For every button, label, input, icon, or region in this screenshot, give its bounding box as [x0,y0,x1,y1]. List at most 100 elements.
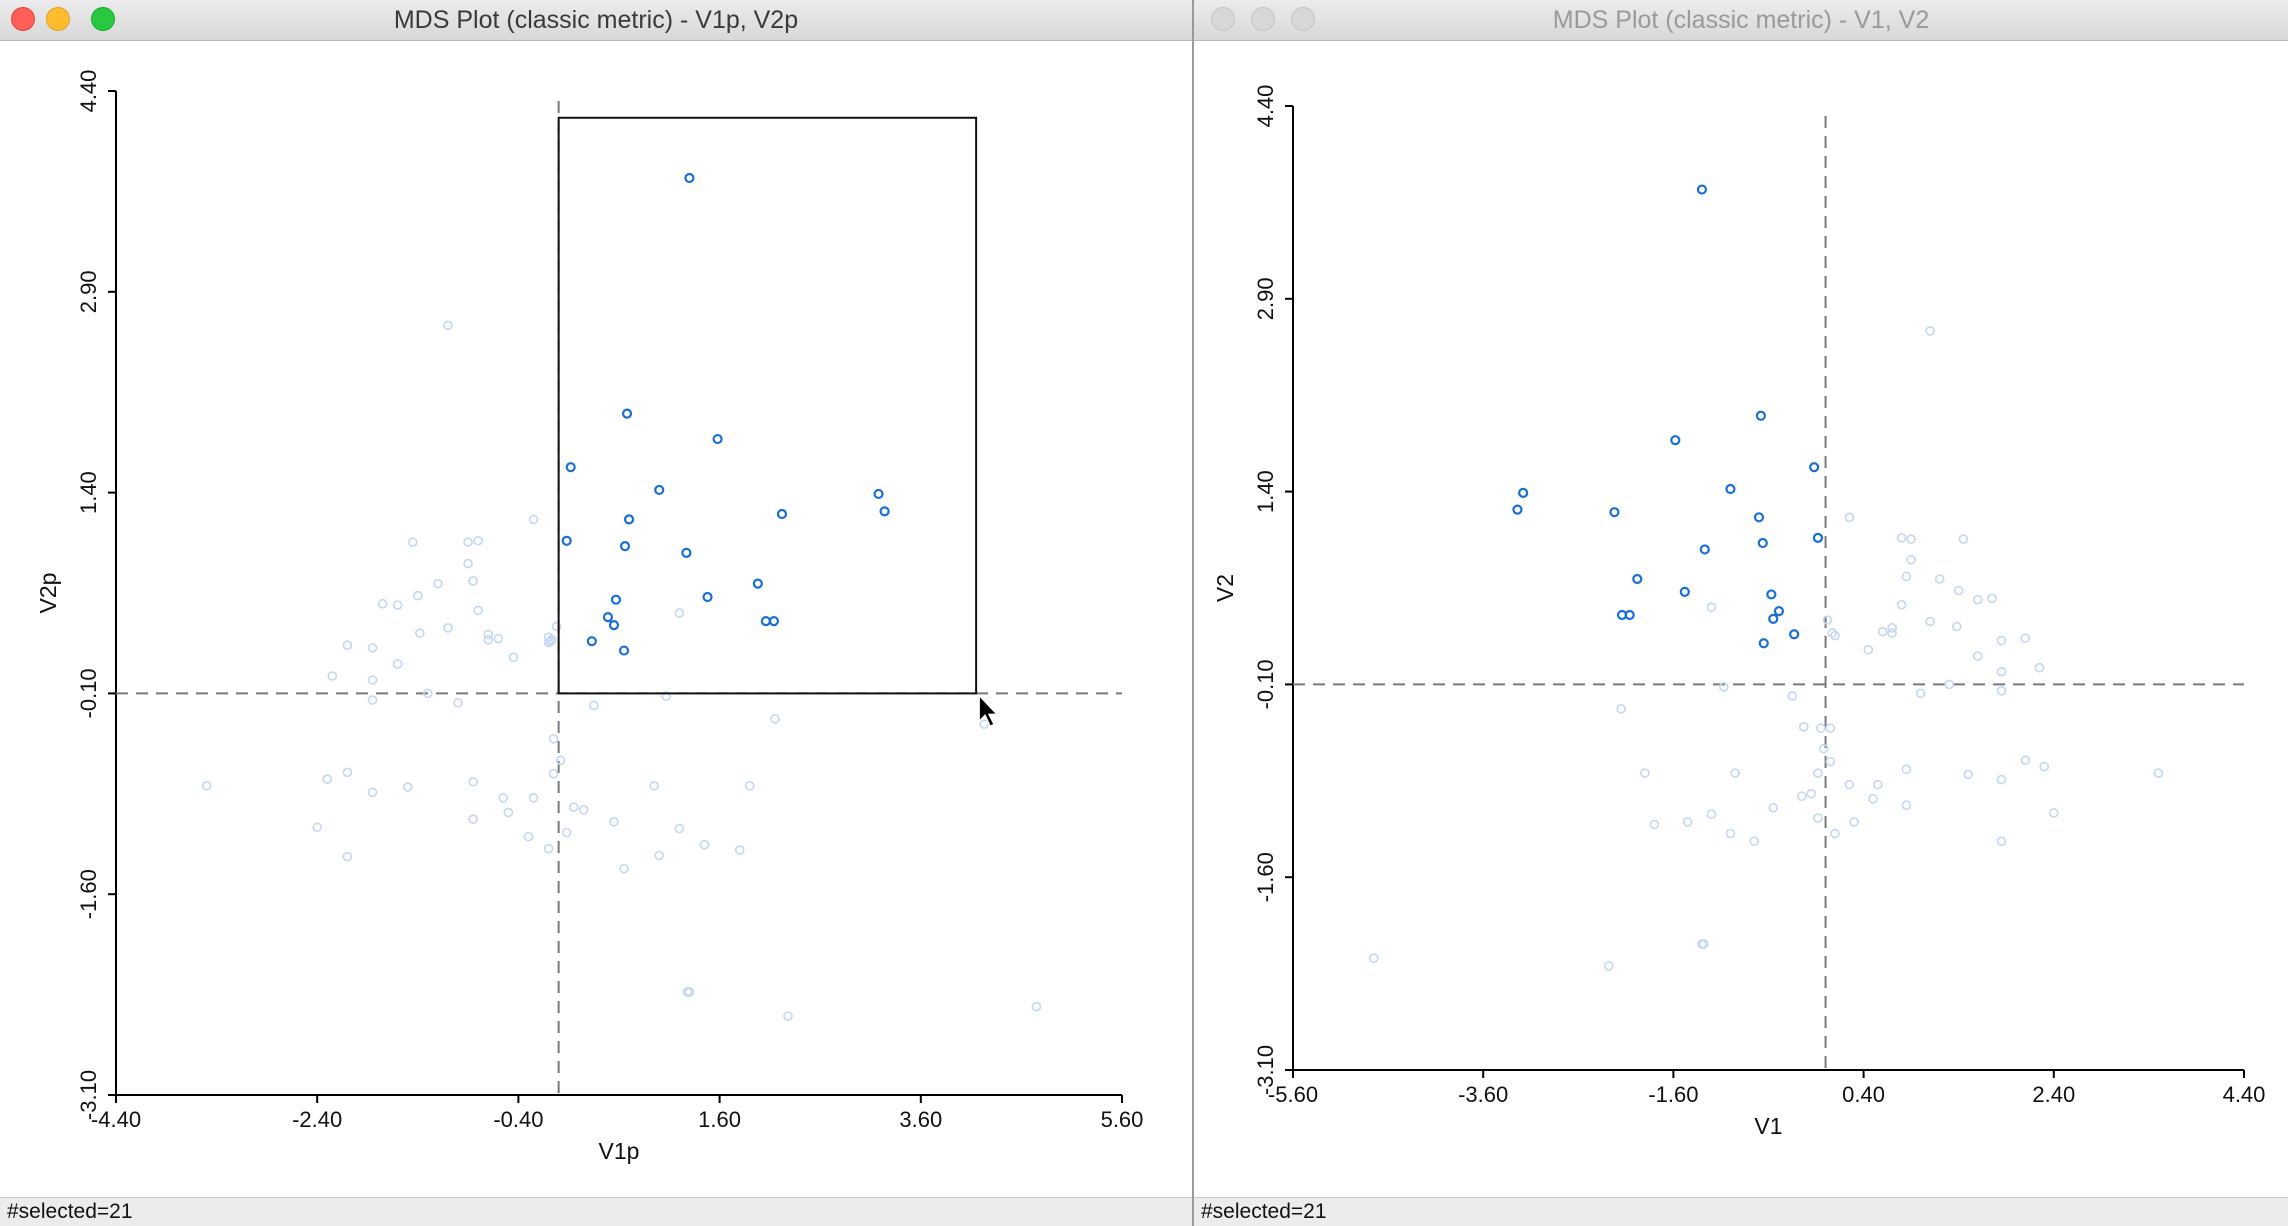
close-icon[interactable] [11,7,35,31]
unselected-point [578,805,589,815]
unselected-point [1640,768,1650,778]
unselected-point [1796,791,1807,802]
y-tick-label: 1.40 [76,471,101,514]
selected-point [1773,606,1785,617]
selected-point [1758,638,1769,649]
x-axis-label: V1p [599,1138,640,1164]
unselected-point [609,817,619,827]
scatter-plot-right[interactable]: -5.60 -3.60 -1.60 0.40 2.40 4.40 -3.10 -1.60 -0.… [1194,41,2288,1198]
unselected-point [1996,836,2007,847]
unselected-point [473,605,483,616]
selected-point [702,591,713,603]
unselected-point [1925,326,1935,336]
selected-point [654,484,665,496]
unselected-point [568,802,579,812]
unselected-point [1901,800,1912,811]
unselected-point [1868,793,1878,804]
unselected-point [201,780,212,791]
unselected-point [412,590,423,601]
unselected-point [483,629,494,640]
minimize-icon[interactable] [46,7,70,31]
selected-point [1679,586,1690,597]
unselected-point [1719,682,1729,692]
selected-point [1755,410,1766,421]
unselected-point [367,675,378,685]
unselected-point [661,691,672,701]
right-titlebar[interactable]: MDS Plot (classic metric) - V1, V2 [1194,0,2288,41]
unselected-point [1813,813,1823,823]
unselected-point [463,537,473,547]
selected-point [1768,613,1779,624]
selected-point [610,594,622,605]
selected-point [1812,532,1824,543]
zoom-icon[interactable] [91,7,115,31]
y-tick-label: 4.40 [76,70,101,113]
unselected-point [551,621,562,632]
unselected-point [468,814,478,825]
unselected-point [423,688,433,699]
unselected-point [1996,686,2007,696]
unselected-point [392,659,403,669]
x-tick-label: 0.40 [1842,1082,1885,1107]
unselected-point [2034,662,2045,673]
unselected-point [1972,651,1983,661]
selected-point [602,611,614,623]
x-tick-label: 2.40 [2032,1082,2075,1107]
selected-point [1757,537,1768,549]
unselected-point [402,782,413,792]
unselected-point [392,600,403,610]
unselected-point [407,537,418,547]
selected-point [760,616,771,627]
unselected-point [1901,764,1912,775]
x-tick-label: -3.60 [1458,1082,1508,1107]
y-tick-label: -3.10 [76,1070,101,1120]
zoom-icon[interactable] [1291,7,1315,31]
unselected-point [734,845,745,855]
selected-point [1789,629,1800,640]
x-tick-label: 5.60 [1101,1107,1144,1132]
unselected-point [1896,533,1907,543]
unselected-point [589,700,599,711]
unselected-point [1934,574,1945,584]
unselected-point [979,719,989,729]
unselected-point [498,793,509,803]
selected-point [776,508,788,520]
left-titlebar[interactable]: MDS Plot (classic metric) - V1p, V2p [0,0,1192,41]
selected-point [1609,507,1620,518]
y-tick-label: -1.60 [1253,852,1278,902]
scatter-plot-left[interactable]: -4.40 -2.40 -0.40 1.60 3.60 5.60 -3.10 -1.60 -0.… [0,41,1192,1198]
unselected-point [2048,808,2059,818]
unselected-point [543,637,554,648]
y-tick-label: 2.90 [76,270,101,313]
unselected-point [1996,666,2007,677]
selected-point [619,541,631,552]
y-tick-label: 2.90 [1253,277,1278,320]
selected-point [565,462,576,473]
right-plot-window: MDS Plot (classic metric) - V1, V2 -5.60… [1194,0,2288,1226]
minimize-icon[interactable] [1251,7,1275,31]
unselected-point [1697,939,1707,949]
unselected-point [1649,819,1660,830]
selected-point [1753,512,1765,523]
unselected-point [483,635,494,645]
unselected-point [2039,761,2050,772]
selected-point [684,172,695,184]
selected-point [879,506,890,517]
window-title: MDS Plot (classic metric) - V1, V2 [1552,6,1930,34]
mouse-cursor-icon [978,693,999,728]
unselected-point [1863,644,1874,655]
unselected-point [1887,623,1897,633]
unselected-point [684,987,695,997]
selected-point [1518,487,1529,498]
unselected-point [548,768,559,779]
selected-point [681,547,692,558]
close-icon[interactable] [1211,7,1235,31]
x-tick-label: -2.40 [292,1107,342,1132]
selected-point [1512,504,1523,515]
unselected-point [649,780,660,791]
y-tick-label: 1.40 [1253,470,1278,513]
unselected-point [453,697,463,708]
unselected-point [1996,774,2007,785]
x-axis-label: V1 [1754,1113,1782,1139]
unselected-point [1682,817,1693,827]
